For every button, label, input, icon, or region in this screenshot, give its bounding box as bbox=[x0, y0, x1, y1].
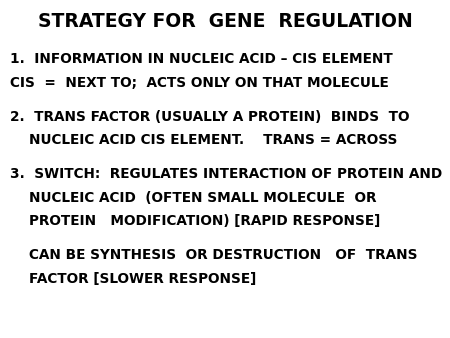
Text: 2.  TRANS FACTOR (USUALLY A PROTEIN)  BINDS  TO: 2. TRANS FACTOR (USUALLY A PROTEIN) BIND… bbox=[10, 110, 410, 124]
Text: NUCLEIC ACID  (OFTEN SMALL MOLECULE  OR: NUCLEIC ACID (OFTEN SMALL MOLECULE OR bbox=[10, 191, 376, 205]
Text: CAN BE SYNTHESIS  OR DESTRUCTION   OF  TRANS: CAN BE SYNTHESIS OR DESTRUCTION OF TRANS bbox=[10, 248, 418, 262]
Text: STRATEGY FOR  GENE  REGULATION: STRATEGY FOR GENE REGULATION bbox=[38, 13, 412, 31]
Text: PROTEIN   MODIFICATION) [RAPID RESPONSE]: PROTEIN MODIFICATION) [RAPID RESPONSE] bbox=[10, 214, 380, 228]
Text: NUCLEIC ACID CIS ELEMENT.    TRANS = ACROSS: NUCLEIC ACID CIS ELEMENT. TRANS = ACROSS bbox=[10, 133, 397, 147]
Text: CIS  =  NEXT TO;  ACTS ONLY ON THAT MOLECULE: CIS = NEXT TO; ACTS ONLY ON THAT MOLECUL… bbox=[10, 76, 389, 90]
Text: 1.  INFORMATION IN NUCLEIC ACID – CIS ELEMENT: 1. INFORMATION IN NUCLEIC ACID – CIS ELE… bbox=[10, 52, 393, 66]
Text: FACTOR [SLOWER RESPONSE]: FACTOR [SLOWER RESPONSE] bbox=[10, 272, 256, 286]
Text: 3.  SWITCH:  REGULATES INTERACTION OF PROTEIN AND: 3. SWITCH: REGULATES INTERACTION OF PROT… bbox=[10, 167, 442, 181]
